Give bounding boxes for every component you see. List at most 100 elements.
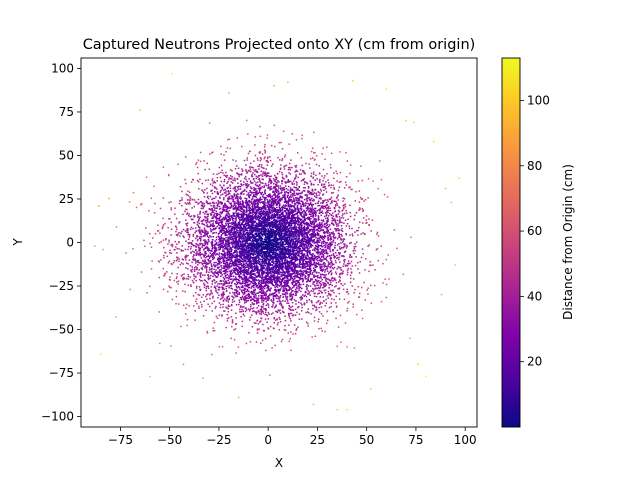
scatter-point (368, 244, 370, 246)
scatter-point (338, 242, 340, 245)
scatter-point (316, 202, 319, 204)
scatter-point (220, 212, 223, 215)
scatter-point (318, 237, 320, 240)
scatter-point (358, 221, 361, 223)
scatter-point (189, 215, 191, 218)
scatter-point (296, 199, 298, 202)
scatter-point (309, 273, 312, 275)
scatter-point (234, 272, 236, 274)
scatter-point (328, 212, 331, 215)
scatter-point (249, 186, 252, 188)
scatter-point (218, 213, 220, 215)
scatter-point (212, 327, 215, 329)
scatter-point (242, 289, 244, 292)
scatter-point (323, 282, 326, 284)
scatter-point (167, 243, 169, 245)
scatter-point (249, 194, 251, 197)
scatter-point (221, 187, 224, 189)
scatter-point (261, 195, 264, 198)
scatter-point (229, 206, 232, 209)
scatter-point (308, 198, 311, 201)
scatter-point (312, 208, 315, 211)
scatter-point (177, 233, 179, 235)
scatter-point (286, 298, 288, 301)
scatter-point (331, 298, 333, 300)
scatter-point (299, 296, 301, 299)
scatter-point (326, 220, 328, 222)
scatter-point (252, 289, 255, 291)
scatter-point (282, 288, 285, 290)
scatter-point (307, 190, 309, 192)
scatter-point (275, 310, 277, 313)
scatter-point (170, 234, 172, 236)
scatter-point (308, 267, 311, 269)
scatter-point (215, 215, 218, 217)
scatter-point (245, 201, 247, 204)
scatter-point (170, 221, 172, 224)
scatter-point (314, 278, 317, 281)
scatter-point (272, 327, 275, 329)
scatter-point (250, 299, 252, 301)
scatter-point (346, 290, 349, 293)
scatter-point (203, 284, 206, 286)
scatter-point (302, 280, 304, 283)
scatter-point (276, 311, 279, 314)
scatter-point (329, 283, 332, 285)
scatter-point (228, 191, 230, 193)
scatter-point (229, 185, 231, 187)
scatter-point (325, 181, 327, 183)
scatter-point (309, 217, 311, 220)
scatter-point (315, 155, 318, 157)
scatter-point (288, 285, 290, 288)
scatter-point (380, 178, 383, 181)
scatter-point (338, 181, 341, 183)
scatter-point (290, 320, 292, 322)
scatter-point (311, 207, 313, 210)
scatter-points (94, 72, 461, 411)
scatter-point (212, 197, 214, 200)
scatter-point (338, 232, 341, 235)
scatter-point (291, 133, 294, 135)
scatter-point (295, 328, 298, 330)
scatter-point (309, 285, 312, 287)
scatter-point (301, 306, 303, 309)
scatter-point (350, 268, 352, 270)
scatter-point (302, 170, 305, 172)
scatter-point (169, 276, 171, 278)
scatter-point (275, 282, 278, 284)
scatter-point (308, 197, 311, 199)
scatter-point (259, 188, 262, 190)
scatter-point (359, 208, 361, 211)
scatter-point (226, 174, 229, 177)
scatter-point (267, 306, 270, 309)
scatter-point (257, 192, 259, 195)
scatter-point (322, 201, 324, 204)
scatter-point (233, 178, 236, 180)
scatter-point (249, 162, 252, 165)
scatter-point (193, 254, 195, 256)
scatter-point (318, 327, 320, 330)
scatter-point (216, 249, 218, 251)
scatter-point (340, 238, 342, 240)
scatter-point (210, 224, 212, 226)
scatter-point (258, 312, 261, 315)
scatter-point (253, 278, 255, 281)
scatter-point (237, 271, 240, 274)
scatter-point (227, 310, 230, 313)
scatter-point (223, 238, 226, 240)
scatter-point (315, 262, 317, 264)
scatter-point (319, 248, 322, 250)
scatter-point (254, 191, 256, 194)
scatter-point (278, 316, 281, 319)
scatter-point (228, 278, 230, 280)
scatter-point (298, 197, 301, 199)
scatter-point (314, 202, 317, 205)
scatter-point (187, 233, 189, 236)
scatter-point (305, 222, 307, 225)
scatter-point (230, 181, 233, 183)
scatter-point (314, 256, 316, 258)
scatter-point (279, 300, 282, 303)
scatter-point (248, 196, 250, 198)
scatter-point (227, 211, 229, 213)
scatter-point (221, 230, 223, 232)
